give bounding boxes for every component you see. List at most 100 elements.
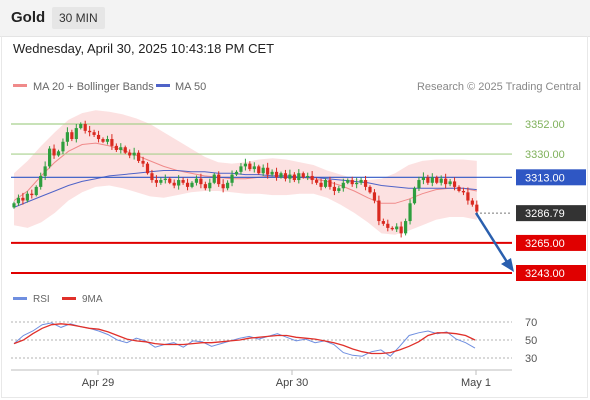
candle-body (56, 151, 61, 156)
candle-body (12, 203, 16, 208)
candle-body (306, 175, 310, 178)
candle-body (83, 124, 87, 131)
forecast-arrow-head (501, 258, 514, 272)
candle-body (230, 174, 234, 183)
candle-body (315, 180, 319, 183)
candle-body (399, 226, 403, 234)
candle-body (301, 173, 305, 178)
candle-body (319, 182, 323, 187)
candle-body (16, 197, 21, 204)
level-3243-00-label: 3243.00 (525, 268, 565, 280)
candle-body (203, 184, 207, 189)
candle-body (181, 180, 185, 183)
candle-body (461, 190, 466, 193)
candle-body (88, 130, 92, 133)
candle-body (297, 173, 301, 181)
candle-body (65, 132, 69, 142)
level-3243-00-tag (516, 265, 586, 281)
candle-body (283, 173, 288, 179)
candle-body (79, 124, 83, 129)
candle-body (21, 197, 25, 201)
candlesticks (12, 120, 479, 238)
ma50-line (13, 170, 477, 208)
candle-body (470, 200, 474, 205)
candle-body (154, 180, 158, 183)
candle-body (390, 227, 394, 230)
candle-body (70, 132, 74, 140)
moving-averages (13, 142, 477, 208)
candle-body (61, 141, 65, 152)
candle-body (226, 182, 230, 189)
candle-body (257, 166, 261, 174)
candle-body (123, 147, 127, 153)
ma20-legend-label: MA 20 + Bollinger Bands (33, 81, 154, 93)
timeframe-button[interactable]: 30 MIN (52, 7, 105, 29)
candle-body (310, 175, 314, 181)
candle-body (141, 160, 145, 164)
candle-body (145, 163, 150, 174)
candle-body (96, 134, 101, 140)
candle-body (128, 152, 132, 156)
candle-body (341, 182, 345, 189)
time-axis-label: May 1 (461, 377, 491, 389)
candle-body (332, 186, 336, 191)
level-3313-00-label: 3313.00 (525, 172, 565, 184)
candle-body (346, 180, 350, 183)
level-3352-00-label: 3352.00 (525, 119, 565, 131)
candle-body (159, 180, 163, 183)
ma20-line (13, 142, 477, 204)
candle-body (150, 173, 154, 181)
symbol-title: Gold (11, 9, 46, 26)
price-levels (11, 123, 512, 274)
candle-body (208, 182, 212, 189)
rsi-tick-30: 30 (525, 353, 537, 365)
candle-body (439, 178, 443, 183)
chart-frame (1, 36, 588, 398)
candle-body (74, 128, 78, 140)
candle-body (52, 148, 56, 156)
candle-body (448, 181, 452, 185)
level-3265-00-tag (516, 234, 586, 251)
candle-body (92, 132, 96, 135)
candle-body (119, 147, 123, 150)
candle-body (172, 182, 176, 186)
rsi-legend-swatch (13, 297, 27, 300)
candle-body (355, 182, 359, 185)
candle-body (381, 221, 385, 224)
level-labels: 3352.00 3330.00 3313.00 3286.79 3265.00 3243.… (516, 119, 586, 281)
rsi-ma-line (13, 323, 476, 355)
forecast-arrow-line (474, 212, 509, 263)
candle-body (25, 193, 29, 201)
rsi-tick-50: 50 (525, 335, 537, 347)
rsi-ma-legend-label: 9MA (82, 294, 103, 305)
header-bar: Gold 30 MIN (0, 0, 590, 37)
candle-body (243, 163, 247, 167)
candle-body (444, 178, 448, 185)
attribution-text: Research © 2025 Trading Central (417, 81, 581, 93)
level-3330-00-label: 3330.00 (525, 149, 565, 161)
rsi-ma-legend-swatch (62, 297, 76, 300)
candle-body (39, 175, 43, 187)
candle-body (217, 174, 221, 185)
candle-body (368, 186, 372, 193)
ma20-legend-swatch (13, 84, 27, 87)
candle-body (185, 182, 190, 187)
candle-body (105, 139, 110, 142)
level-3265-00-label: 3265.00 (525, 238, 565, 250)
candle-body (101, 139, 105, 142)
candle-body (359, 180, 363, 183)
ma50-legend-swatch (156, 84, 170, 87)
candle-body (363, 180, 368, 187)
candle-body (292, 174, 296, 181)
candle-body (323, 180, 328, 187)
candle-body (248, 163, 252, 170)
candle-body (288, 174, 292, 179)
candle-body (177, 180, 181, 186)
candle-body (43, 166, 47, 176)
level-3313-00-tag (516, 169, 586, 186)
level-3286-79-tag (516, 205, 586, 222)
time-axis: Apr 29 Apr 30 May 1 (11, 369, 512, 389)
candle-body (221, 184, 225, 189)
candle-body (199, 178, 203, 185)
rsi-panel: 70 50 30 (11, 317, 537, 365)
